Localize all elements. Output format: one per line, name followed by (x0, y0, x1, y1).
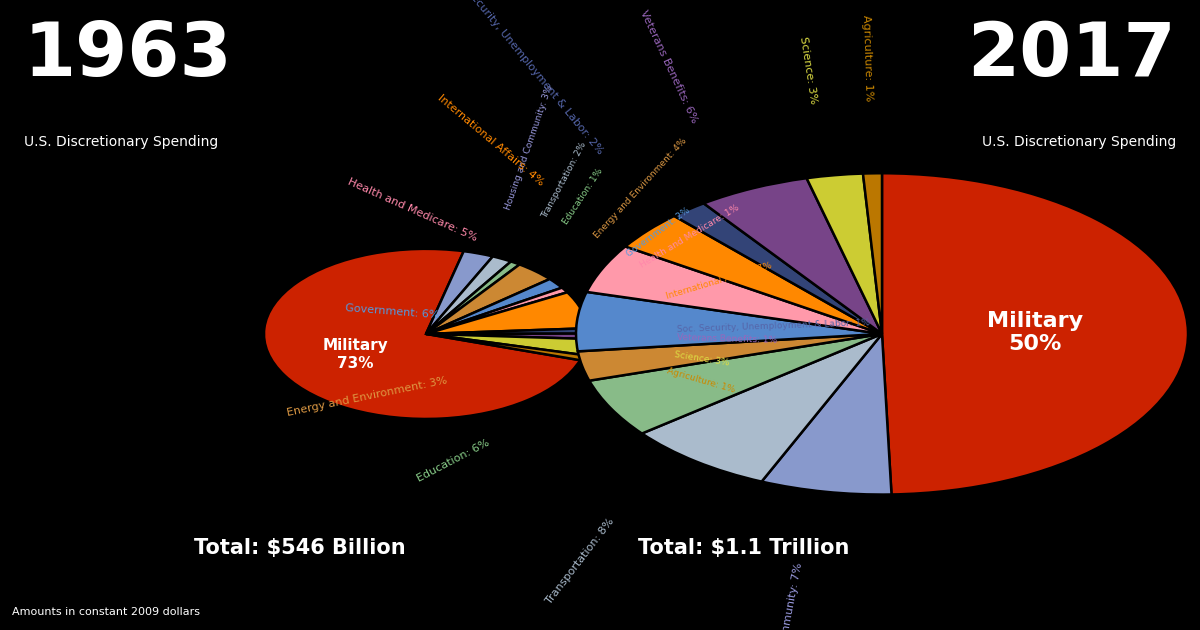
Wedge shape (426, 334, 588, 355)
Wedge shape (426, 251, 493, 334)
Text: U.S. Discretionary Spending: U.S. Discretionary Spending (982, 135, 1176, 149)
Text: Health and Medicare: 5%: Health and Medicare: 5% (347, 177, 479, 244)
Wedge shape (762, 334, 892, 495)
Wedge shape (426, 288, 568, 334)
Text: Total: $546 Billion: Total: $546 Billion (194, 537, 406, 558)
Wedge shape (882, 173, 1188, 495)
Text: Transportation: 8%: Transportation: 8% (545, 516, 617, 605)
Wedge shape (625, 216, 882, 334)
Text: Military
73%: Military 73% (323, 338, 389, 371)
Wedge shape (426, 265, 550, 334)
Wedge shape (806, 173, 882, 334)
Text: Amounts in constant 2009 dollars: Amounts in constant 2009 dollars (12, 607, 200, 617)
Text: 1963: 1963 (24, 19, 233, 92)
Text: Veterans Benefits: 1%: Veterans Benefits: 1% (677, 333, 778, 345)
Wedge shape (426, 261, 520, 334)
Text: Education: 6%: Education: 6% (415, 437, 491, 484)
Wedge shape (863, 173, 882, 334)
Text: U.S. Discretionary Spending: U.S. Discretionary Spending (24, 135, 218, 149)
Wedge shape (578, 334, 882, 381)
Text: Science: 3%: Science: 3% (798, 36, 818, 105)
Text: Veterans Benefits: 6%: Veterans Benefits: 6% (638, 9, 700, 125)
Wedge shape (426, 256, 511, 334)
Text: Housing and Community: 3%: Housing and Community: 3% (503, 83, 554, 210)
Text: Energy and Environment: 3%: Energy and Environment: 3% (287, 375, 449, 418)
Wedge shape (426, 279, 562, 334)
Wedge shape (589, 334, 882, 433)
Wedge shape (642, 334, 882, 481)
Wedge shape (703, 178, 882, 334)
Wedge shape (426, 328, 588, 334)
Text: International Affairs: 7%: International Affairs: 7% (666, 261, 773, 301)
Wedge shape (426, 334, 583, 360)
Wedge shape (426, 334, 588, 339)
Text: Military
50%: Military 50% (986, 311, 1084, 354)
Text: Soc. Security, Unemployment & Labor: 1%: Soc. Security, Unemployment & Labor: 1% (677, 318, 870, 334)
Text: Education: 1%: Education: 1% (560, 167, 604, 226)
Text: Transportation: 2%: Transportation: 2% (540, 140, 588, 220)
Wedge shape (264, 249, 580, 419)
Text: Energy and Environment: 4%: Energy and Environment: 4% (593, 136, 689, 240)
Text: Health and Medicare: 1%: Health and Medicare: 1% (638, 203, 742, 270)
Wedge shape (674, 203, 882, 334)
Wedge shape (426, 292, 588, 334)
Text: Science: 3%: Science: 3% (673, 350, 730, 367)
Text: Agriculture: 1%: Agriculture: 1% (860, 14, 874, 101)
Text: Government: 2%: Government: 2% (625, 206, 692, 259)
Text: International Affairs: 4%: International Affairs: 4% (436, 93, 546, 188)
Text: Agriculture: 1%: Agriculture: 1% (666, 366, 736, 394)
Text: 2017: 2017 (967, 19, 1176, 92)
Text: Total: $1.1 Trillion: Total: $1.1 Trillion (638, 537, 850, 558)
Wedge shape (587, 246, 882, 334)
Wedge shape (576, 292, 882, 352)
Text: Housing and Community: 7%: Housing and Community: 7% (764, 562, 804, 630)
Text: Government: 6%: Government: 6% (346, 304, 440, 321)
Text: Soc. Security, Unemployment & Labor: 2%: Soc. Security, Unemployment & Labor: 2% (448, 0, 605, 157)
